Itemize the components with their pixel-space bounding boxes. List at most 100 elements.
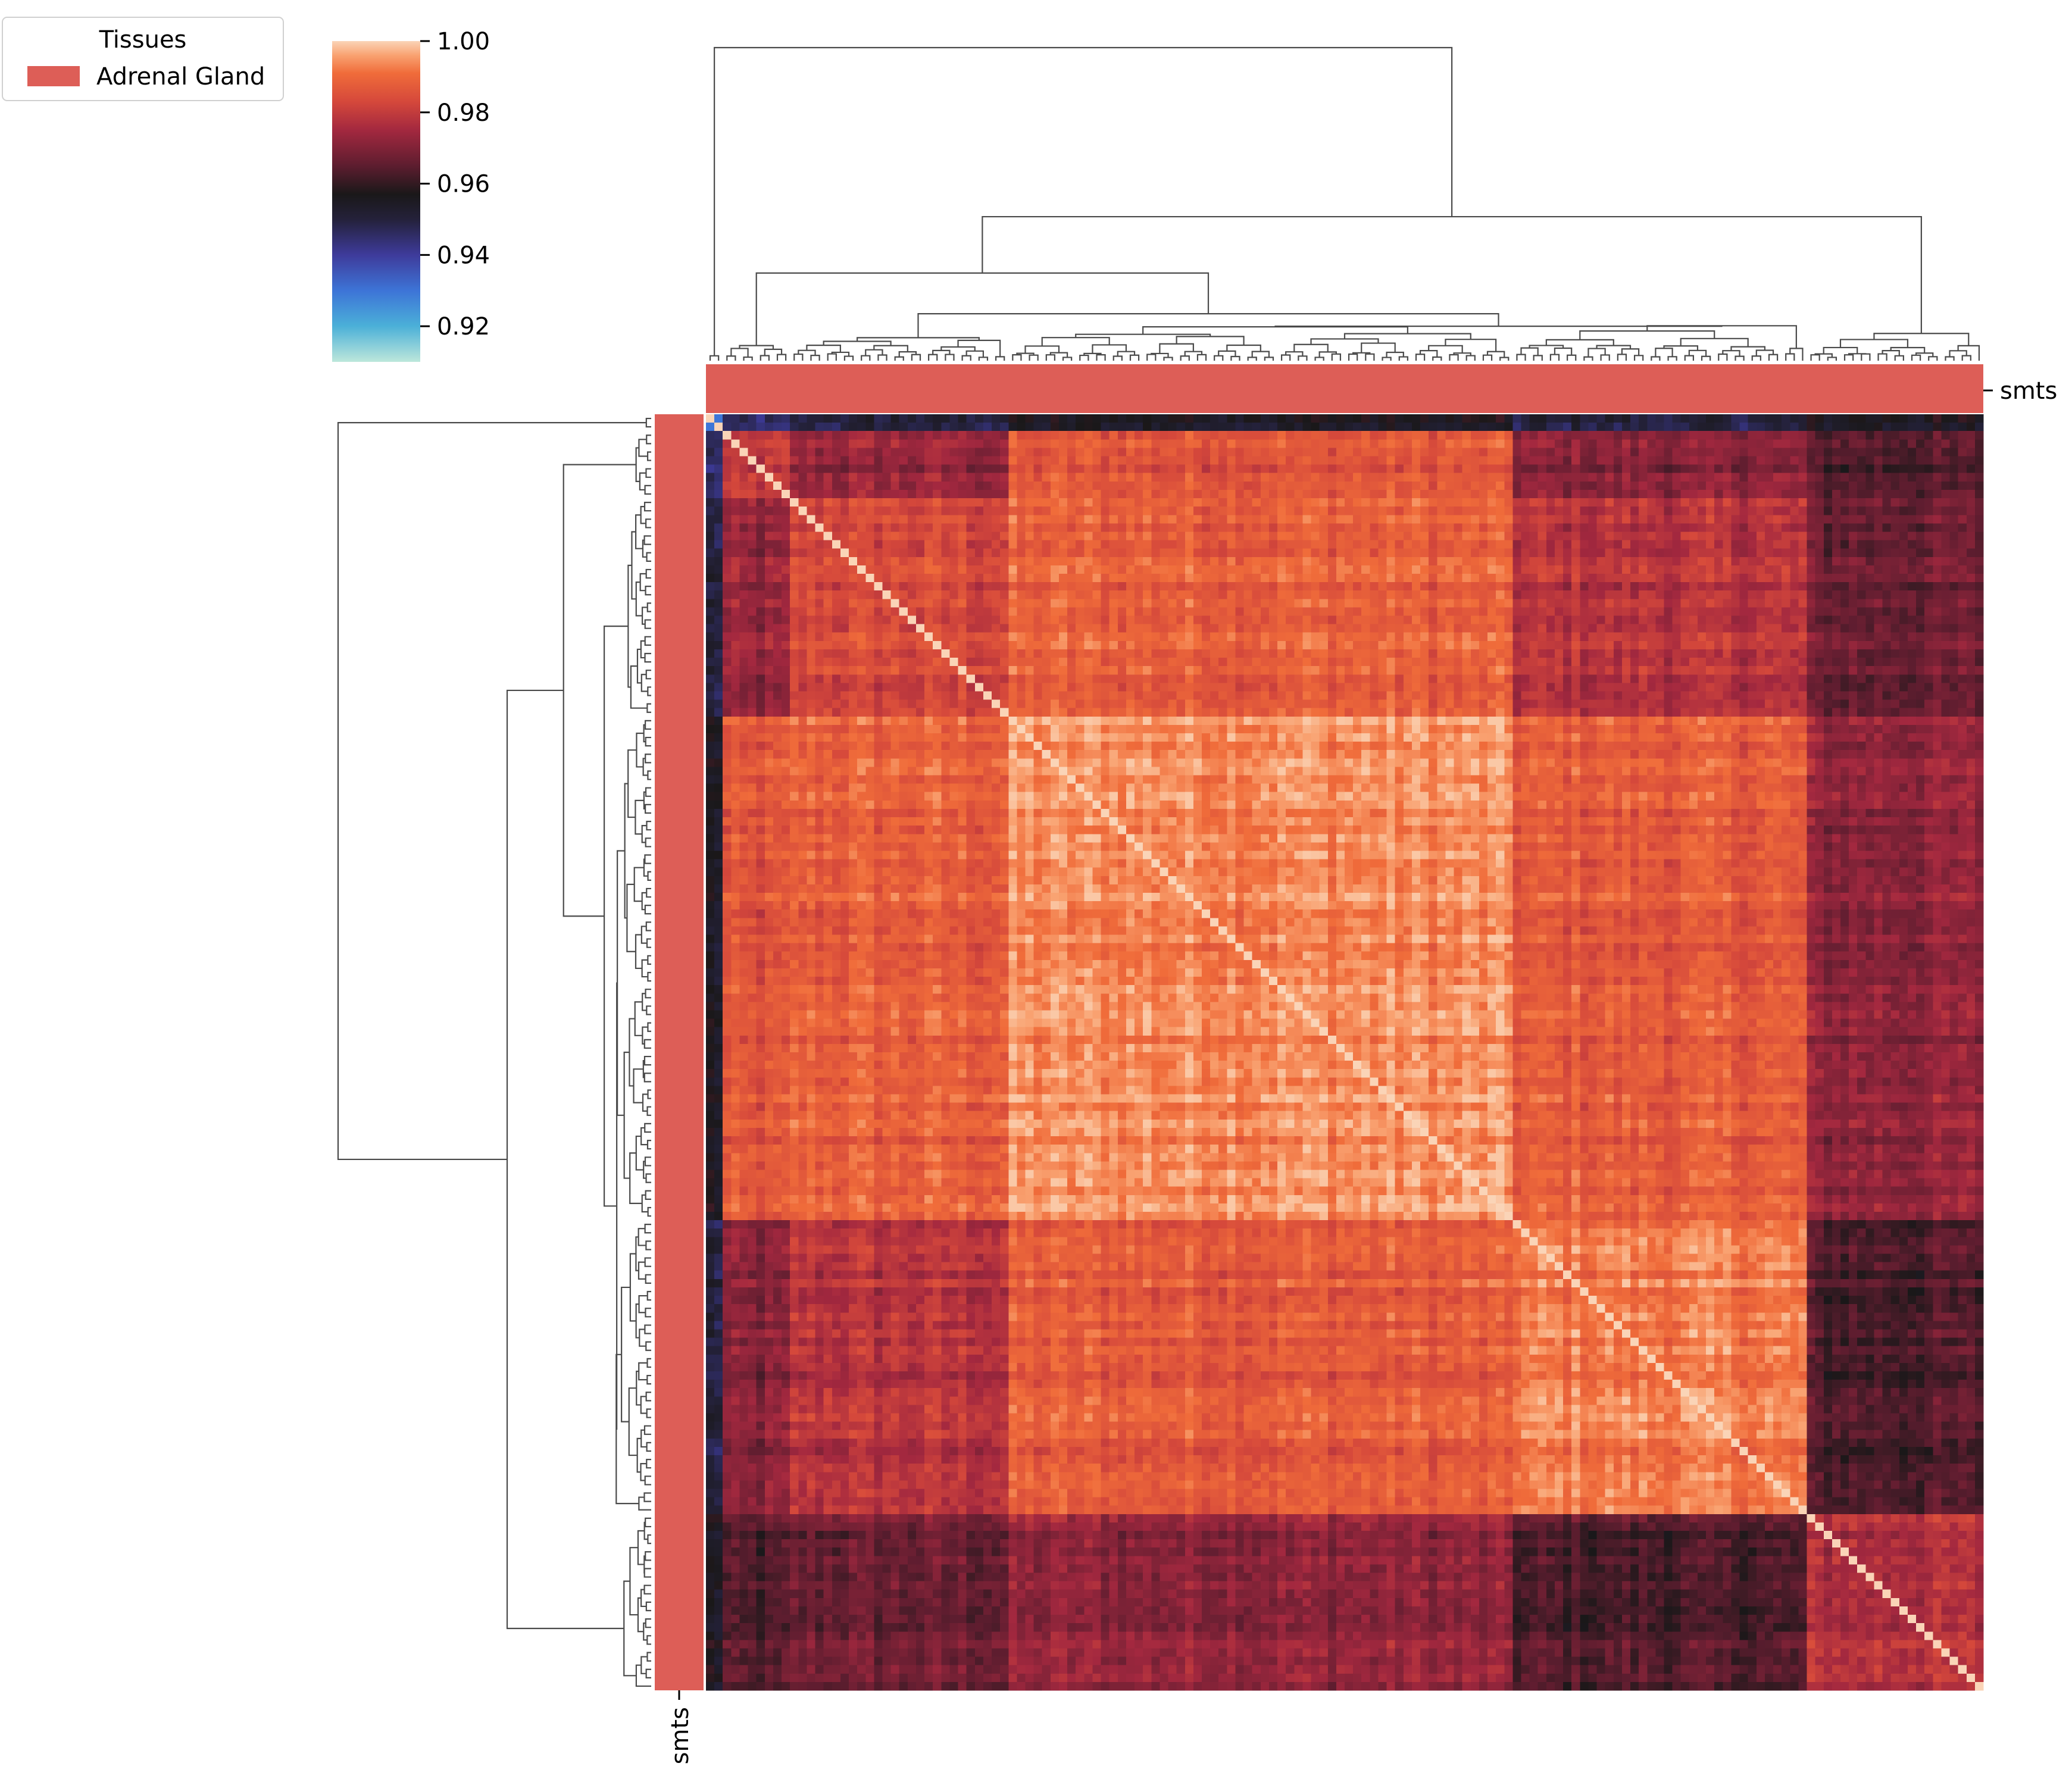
heatmap-cell [1168, 414, 1177, 423]
heatmap-cell [1924, 624, 1933, 633]
heatmap-cell [1193, 431, 1202, 440]
heatmap-cell [1723, 448, 1732, 457]
heatmap-cell [1655, 641, 1664, 650]
column-dendrogram-link [1252, 352, 1269, 358]
heatmap-cell [967, 582, 976, 591]
heatmap-cell [1639, 423, 1648, 432]
heatmap-cell [832, 557, 841, 566]
column-dendrogram-link [1063, 357, 1071, 361]
heatmap-cell [1345, 465, 1354, 474]
heatmap-cell [1017, 490, 1026, 499]
heatmap-cell [1874, 414, 1883, 423]
heatmap-cell [1320, 448, 1329, 457]
heatmap-cell [1437, 616, 1446, 625]
heatmap-cell [1151, 658, 1160, 667]
heatmap-cell [714, 448, 723, 457]
heatmap-cell [1580, 633, 1589, 642]
heatmap-cell [1798, 532, 1807, 540]
heatmap-cell [1899, 431, 1908, 440]
heatmap-cell [1782, 523, 1790, 532]
heatmap-cell [1664, 490, 1673, 499]
heatmap-cell [1673, 473, 1682, 482]
heatmap-cell [1571, 473, 1580, 482]
heatmap-cell [1740, 414, 1749, 423]
heatmap-cell [1378, 490, 1387, 499]
heatmap-cell [1126, 658, 1135, 667]
heatmap-cell [1899, 498, 1908, 507]
heatmap-cell [1832, 482, 1841, 490]
heatmap-cell [1630, 641, 1639, 650]
heatmap-cell [807, 448, 815, 457]
heatmap-cell [908, 515, 917, 524]
heatmap-cell [1361, 423, 1370, 432]
heatmap-cell [1269, 649, 1278, 658]
heatmap-cell [1832, 633, 1841, 642]
heatmap-cell [1361, 465, 1370, 474]
heatmap-cell [1244, 473, 1253, 482]
row-dendrogram-link [645, 1124, 651, 1132]
heatmap-cell [1353, 498, 1362, 507]
heatmap-cell [1269, 515, 1278, 524]
heatmap-cell [1967, 582, 1976, 591]
heatmap-cell [958, 431, 967, 440]
heatmap-cell [1723, 582, 1732, 591]
heatmap-cell [1614, 498, 1623, 507]
heatmap-cell [1891, 457, 1900, 465]
heatmap-cell [1673, 565, 1682, 574]
heatmap-cell [849, 473, 858, 482]
heatmap-cell [865, 582, 874, 591]
heatmap-cell [1689, 414, 1698, 423]
heatmap-cell [1462, 515, 1471, 524]
heatmap-cell [1118, 523, 1127, 532]
heatmap-cell [1487, 490, 1496, 499]
heatmap-cell [865, 616, 874, 625]
heatmap-cell [1967, 414, 1976, 423]
heatmap-cell [1571, 448, 1580, 457]
heatmap-cell [1185, 523, 1194, 532]
heatmap-cell [1580, 549, 1589, 558]
heatmap-cell [1210, 590, 1219, 599]
heatmap-cell [916, 633, 925, 642]
heatmap-cell [731, 439, 740, 448]
heatmap-cell [1269, 565, 1278, 574]
heatmap-cell [1790, 448, 1799, 457]
heatmap-cell [824, 616, 833, 625]
heatmap-cell [1597, 482, 1606, 490]
heatmap-cell [748, 482, 757, 490]
heatmap-cell [765, 490, 774, 499]
heatmap-cell [1563, 582, 1572, 591]
heatmap-cell [782, 649, 790, 658]
heatmap-cell [1731, 565, 1740, 574]
heatmap-cell [1908, 439, 1917, 448]
heatmap-cell [714, 549, 723, 558]
heatmap-cell [865, 574, 874, 583]
heatmap-cell [748, 515, 757, 524]
heatmap-cell [1067, 633, 1076, 642]
heatmap-cell [1773, 465, 1782, 474]
heatmap-cell [1420, 641, 1429, 650]
heatmap-cell [1673, 599, 1682, 608]
heatmap-cell [849, 448, 858, 457]
heatmap-cell [1883, 590, 1892, 599]
heatmap-cell [1345, 633, 1354, 642]
heatmap-cell [1555, 599, 1564, 608]
heatmap-cell [1471, 457, 1480, 465]
heatmap-cell [1605, 599, 1614, 608]
heatmap-cell [1042, 532, 1051, 540]
heatmap-cell [1420, 540, 1429, 549]
heatmap-cell [1504, 624, 1513, 633]
heatmap-cell [1277, 666, 1286, 675]
column-dendrogram-link [1736, 357, 1744, 361]
heatmap-cell [1218, 465, 1227, 474]
heatmap-cell [1168, 616, 1177, 625]
heatmap-cell [1714, 616, 1723, 625]
heatmap-cell [1118, 557, 1127, 566]
heatmap-cell [1353, 507, 1362, 515]
heatmap-cell [916, 624, 925, 633]
heatmap-cell [1605, 557, 1614, 566]
heatmap-cell [1017, 523, 1026, 532]
heatmap-cell [1193, 448, 1202, 457]
heatmap-cell [849, 633, 858, 642]
heatmap-cell [1723, 507, 1732, 515]
heatmap-cell [874, 565, 883, 574]
